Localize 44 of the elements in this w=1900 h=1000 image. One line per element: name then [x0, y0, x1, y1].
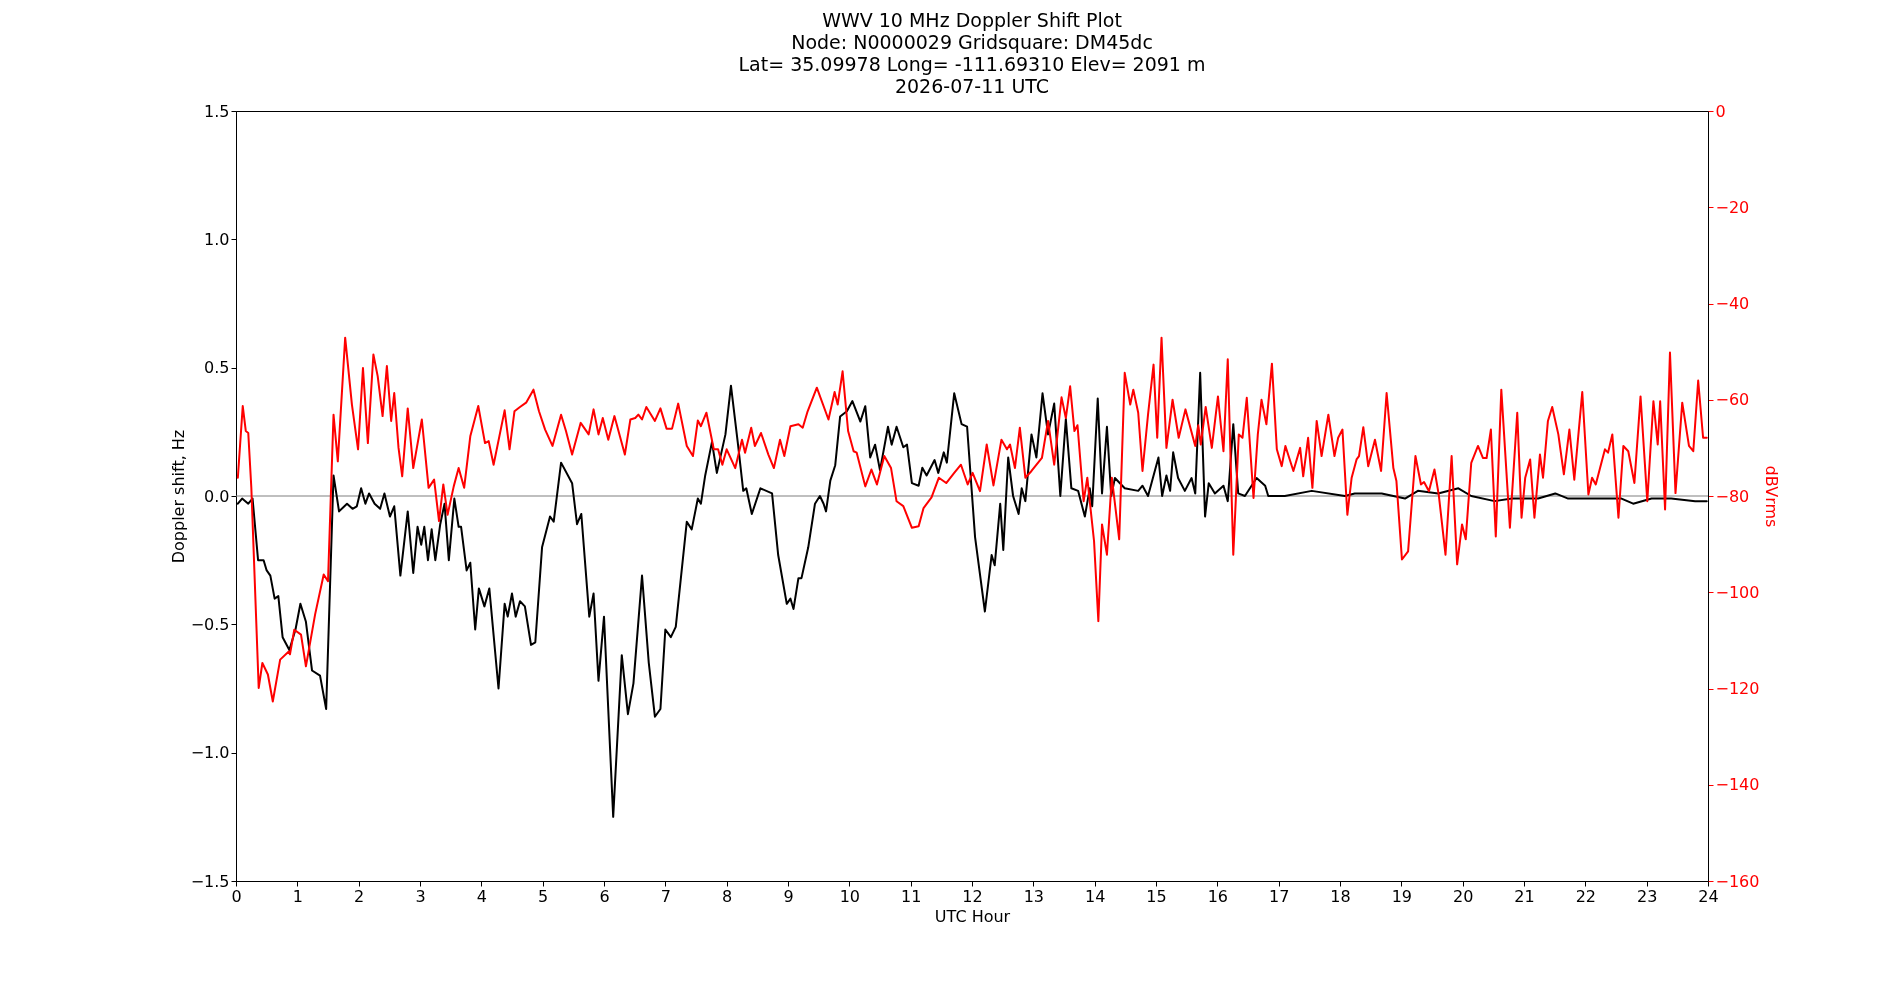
x-tick-label: 5	[538, 886, 549, 906]
x-tick-label: 18	[1330, 886, 1351, 906]
x-tick-label: 16	[1207, 886, 1229, 906]
x-tick-label: 14	[1084, 886, 1106, 906]
y-tick-label: 1.5	[204, 101, 230, 121]
x-tick-label: 22	[1575, 886, 1597, 906]
x-tick-label: 9	[783, 886, 794, 906]
y2-tick-label: 0	[1715, 101, 1726, 121]
x-tick-label: 13	[1023, 886, 1045, 906]
x-tick-label: 23	[1636, 886, 1658, 906]
x-tick-label: 6	[599, 886, 610, 906]
x-tick-label: 17	[1268, 886, 1290, 906]
y-tick-label: 0.5	[204, 358, 230, 378]
y-tick-label: −1.5	[190, 871, 230, 891]
x-tick-label: 15	[1146, 886, 1167, 906]
x-tick-label: 10	[839, 886, 861, 906]
x-tick-label: 11	[900, 886, 922, 906]
y2-tick-label: −100	[1715, 582, 1760, 602]
y-tick-label: −0.5	[190, 614, 230, 634]
x-axis-title: UTC Hour	[934, 906, 1011, 926]
x-tick-label: 12	[962, 886, 983, 906]
y-tick-label: 0.0	[204, 486, 230, 506]
y2-tick-label: −60	[1715, 390, 1750, 410]
x-tick-label: 7	[660, 886, 671, 906]
x-tick-label: 19	[1391, 886, 1413, 906]
x-tick-label: 4	[476, 886, 487, 906]
x-tick-label: 3	[415, 886, 426, 906]
y2-tick-label: −40	[1715, 294, 1750, 313]
y2-axis-title: dBVrms	[1762, 465, 1782, 528]
y2-tick-label: −80	[1715, 486, 1750, 506]
y-axis-title: Doppler shift, Hz	[168, 429, 188, 564]
y2-tick-label: −20	[1715, 197, 1750, 217]
x-tick-label: 0	[231, 886, 242, 906]
y-tick-label: −1.0	[190, 743, 230, 763]
x-tick-label: 21	[1514, 886, 1535, 906]
y-tick-label: 1.0	[204, 229, 230, 249]
x-tick-label: 1	[292, 886, 303, 906]
y2-tick-label: −120	[1715, 679, 1760, 698]
line-series	[236, 336, 1708, 703]
chart-title: WWV 10 MHz Doppler Shift Plot Node: N0000029 Gridsquare: DM45dc Lat= 35.09978 Long= -111.69310 Elev= 2091 m 2026-07-11 UTC	[738, 9, 1206, 97]
x-tick-label: 2	[354, 886, 365, 906]
x-tick-label: 8	[722, 886, 733, 906]
x-tick-label: 20	[1452, 886, 1474, 906]
y2-tick-label: −140	[1715, 775, 1760, 795]
